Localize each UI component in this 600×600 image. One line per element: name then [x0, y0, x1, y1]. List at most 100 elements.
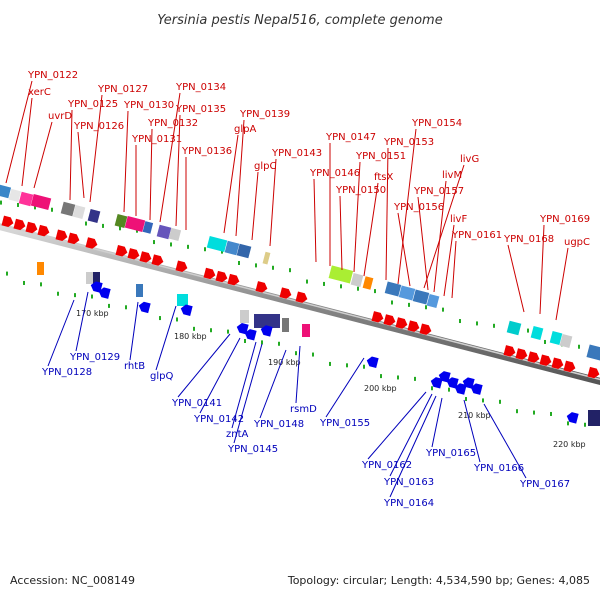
- leader-line: [159, 92, 181, 223]
- forward-arrow: [395, 317, 408, 329]
- gene-label-reverse: rsmD: [290, 404, 317, 415]
- feature-box: [328, 265, 354, 284]
- tick-180-kbp: 180 kbp: [174, 332, 207, 341]
- feature-box: [37, 262, 44, 275]
- coverage-mark: [414, 376, 416, 381]
- coverage-mark: [533, 410, 535, 415]
- feature-box: [30, 193, 52, 211]
- leader-line: [47, 299, 75, 367]
- leader-line: [251, 171, 259, 241]
- feature-box: [240, 310, 249, 323]
- forward-arrow: [127, 248, 140, 260]
- coverage-mark: [244, 339, 246, 343]
- gene-label-forward: YPN_0131: [131, 134, 182, 145]
- gene-label-reverse: YPN_0129: [69, 352, 120, 363]
- coverage-mark: [34, 205, 36, 210]
- leader-line: [389, 393, 433, 477]
- coverage-mark: [476, 321, 478, 326]
- leader-line: [463, 399, 481, 463]
- coverage-mark: [340, 284, 342, 289]
- coverage-mark: [431, 386, 433, 391]
- leader-line: [367, 391, 427, 460]
- gene-label-forward: YPN_0156: [393, 202, 444, 213]
- reverse-arrow: [138, 301, 151, 314]
- coverage-mark: [57, 291, 59, 296]
- feature-box: [224, 240, 240, 256]
- feature-box: [549, 330, 563, 346]
- forward-arrow: [139, 251, 152, 263]
- coverage-mark: [23, 280, 25, 285]
- gene-label-reverse: YPN_0162: [361, 460, 412, 471]
- gene-label-forward: YPN_0132: [147, 118, 198, 129]
- gene-label-forward: YPN_0153: [383, 137, 434, 148]
- gene-label-reverse: YPN_0163: [383, 477, 434, 488]
- coverage-mark: [210, 328, 212, 333]
- tick-170-kbp: 170 kbp: [76, 309, 109, 318]
- map-title: Yersinia pestis Nepal516, complete genom…: [157, 13, 442, 28]
- gene-label-reverse: zntA: [226, 429, 249, 440]
- gene-label-reverse: YPN_0167: [519, 479, 570, 490]
- leader-line: [155, 305, 177, 371]
- leader-line: [313, 178, 317, 263]
- forward-arrow: [503, 345, 516, 357]
- coverage-mark: [255, 263, 257, 268]
- leader-line: [21, 97, 33, 187]
- feature-box: [302, 324, 310, 337]
- feature-box: [412, 289, 430, 305]
- gene-label-reverse: YPN_0155: [319, 418, 370, 429]
- leader-line: [423, 164, 465, 289]
- leader-line: [555, 247, 569, 321]
- coverage-mark: [0, 200, 2, 205]
- leader-line: [443, 224, 455, 297]
- coverage-mark: [374, 289, 376, 294]
- gene-label-forward: ugpC: [564, 237, 590, 248]
- leader-line: [149, 128, 153, 221]
- forward-arrow: [227, 273, 240, 286]
- tick-220-kbp: 220 kbp: [553, 440, 586, 449]
- feature-box: [156, 224, 172, 240]
- forward-arrow: [55, 229, 68, 241]
- coverage-mark: [153, 240, 155, 245]
- forward-arrow: [539, 354, 552, 366]
- leader-lines: [5, 80, 569, 498]
- forward-arrow: [279, 287, 292, 299]
- gene-label-forward: YPN_0147: [325, 132, 376, 143]
- coverage-mark: [278, 341, 280, 346]
- forward-arrow: [563, 360, 576, 373]
- leader-line: [259, 349, 287, 419]
- leader-line: [507, 244, 525, 313]
- coverage-mark: [17, 202, 19, 207]
- reverse-arrow: [454, 383, 467, 395]
- coverage-mark: [159, 316, 161, 321]
- forward-arrow: [527, 351, 540, 363]
- feature-box: [426, 293, 440, 309]
- coverage-mark: [187, 244, 189, 249]
- coverage-mark: [482, 398, 484, 403]
- reverse-arrow: [470, 383, 483, 395]
- forward-strand-arrows: [1, 215, 600, 379]
- gene-label-forward: YPN_0134: [175, 82, 226, 93]
- feature-box: [236, 243, 252, 259]
- coverage-mark: [499, 399, 501, 404]
- feature-box: [60, 201, 76, 217]
- reverse-arrow: [180, 304, 193, 316]
- gene-label-forward: YPN_0169: [539, 214, 590, 225]
- forward-arrow: [215, 270, 228, 283]
- coverage-mark: [261, 340, 263, 345]
- leader-line: [123, 110, 129, 213]
- reverse-arrow: [98, 287, 111, 299]
- leader-line: [177, 333, 231, 398]
- gene-label-forward: uvrD: [48, 111, 72, 122]
- reverse-strand-arrows: [90, 281, 579, 424]
- leader-line: [389, 395, 437, 498]
- reverse-arrow: [244, 329, 257, 341]
- feature-box: [206, 235, 228, 253]
- gene-label-forward: YPN_0143: [271, 148, 322, 159]
- coverage-mark: [516, 409, 518, 414]
- coverage-mark: [550, 411, 552, 416]
- coverage-mark: [170, 242, 172, 247]
- feature-box: [8, 188, 22, 203]
- leader-line: [363, 182, 379, 277]
- feature-box: [588, 410, 600, 426]
- coverage-mark: [442, 307, 444, 312]
